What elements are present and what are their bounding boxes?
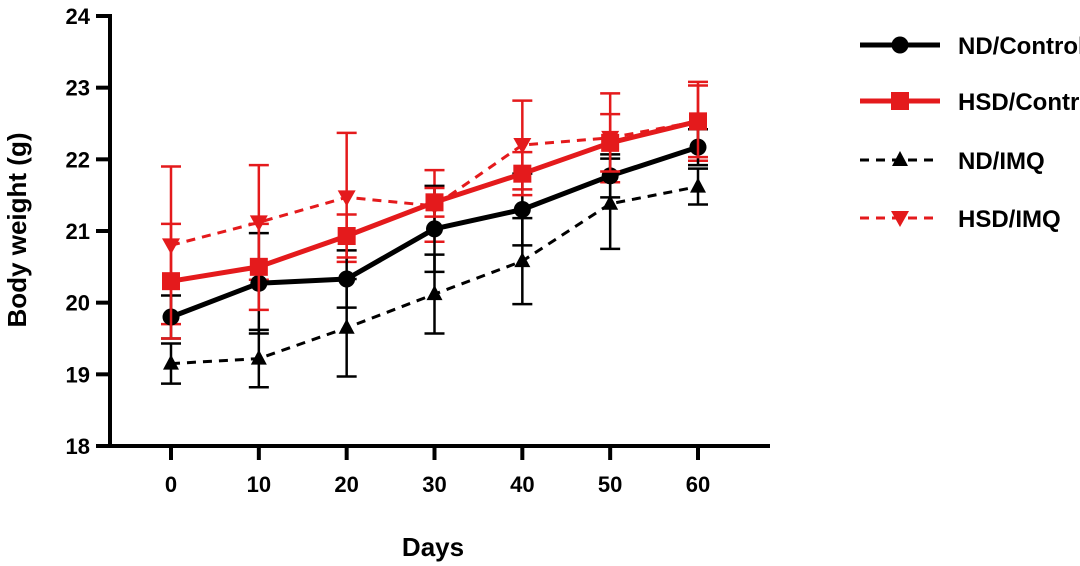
data-point <box>426 285 443 301</box>
series-1 <box>161 84 708 340</box>
x-axis-title: Days <box>402 532 464 562</box>
legend: ND/Control HSD/Control ND/IMQ HSD/IMQ <box>860 33 1080 233</box>
data-point <box>337 190 356 207</box>
y-tick-label: 22 <box>66 147 90 172</box>
data-point <box>602 194 619 210</box>
y-tick-label: 19 <box>66 362 90 387</box>
data-point <box>250 349 267 365</box>
data-point <box>163 354 179 370</box>
y-tick-label: 21 <box>66 219 90 244</box>
data-point <box>513 164 532 183</box>
data-point <box>337 227 356 246</box>
data-point <box>514 252 531 268</box>
series-layer <box>161 80 708 389</box>
y-tick-label: 20 <box>66 291 90 316</box>
legend-marker <box>891 92 909 110</box>
axes-layer: 18 19 20 21 22 23 24 0 10 20 30 40 50 60 <box>66 4 770 497</box>
y-axis-title: Body weight (g) <box>2 133 32 328</box>
legend-marker <box>892 151 908 166</box>
x-tick-label: 10 <box>247 472 271 497</box>
legend-label: ND/IMQ <box>958 148 1045 175</box>
data-point <box>425 193 444 212</box>
data-point <box>689 112 707 131</box>
legend-item-1: HSD/Control <box>860 89 1080 116</box>
data-point <box>249 257 268 276</box>
data-point <box>338 270 356 288</box>
data-point <box>162 272 180 291</box>
legend-label: HSD/IMQ <box>958 206 1061 233</box>
data-point <box>690 177 706 193</box>
legend-label: HSD/Control <box>958 89 1080 116</box>
data-point <box>338 318 355 334</box>
x-tick-label: 20 <box>334 472 358 497</box>
x-tick-label: 0 <box>165 472 177 497</box>
data-point <box>601 133 620 152</box>
x-tick-label: 60 <box>686 472 710 497</box>
legend-item-2: ND/IMQ <box>860 148 1045 175</box>
legend-label: ND/Control <box>958 33 1080 60</box>
legend-item-0: ND/Control <box>860 33 1080 60</box>
data-point <box>513 138 532 154</box>
legend-marker <box>891 211 909 227</box>
x-tick-label: 30 <box>422 472 446 497</box>
x-tick-label: 50 <box>598 472 622 497</box>
data-point <box>426 220 443 238</box>
y-tick-label: 24 <box>66 4 91 29</box>
x-tick-label: 40 <box>510 472 534 497</box>
legend-item-3: HSD/IMQ <box>860 206 1061 233</box>
y-tick-label: 18 <box>66 434 90 459</box>
legend-marker <box>891 36 909 54</box>
y-tick-label: 23 <box>66 76 90 101</box>
data-point <box>513 201 531 218</box>
